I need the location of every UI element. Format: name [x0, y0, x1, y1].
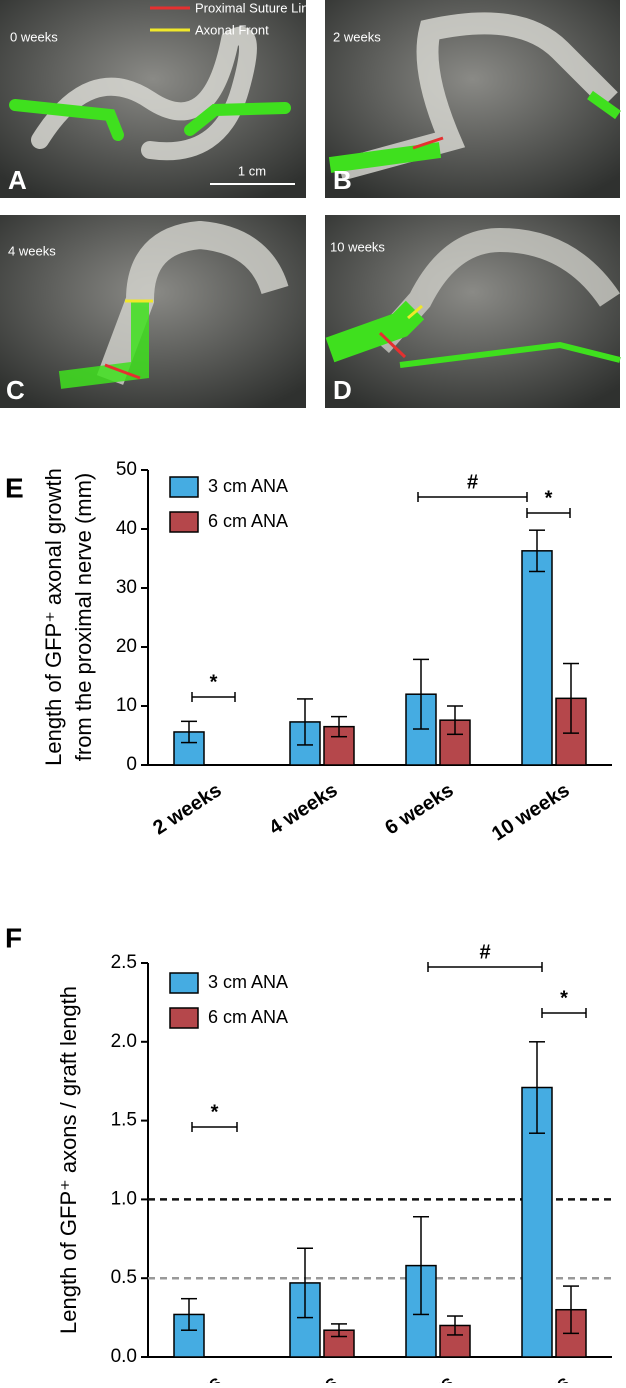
error-bar	[529, 529, 545, 573]
error-bar	[331, 1323, 347, 1338]
error-bar	[181, 1297, 197, 1331]
x-tick-label: 2 weeks	[149, 779, 225, 839]
time-label: 4 weeks	[8, 243, 56, 258]
time-label: 2 weeks	[333, 29, 381, 44]
time-label: 10 weeks	[330, 239, 385, 254]
x-tick-label: 6 weeks	[381, 779, 457, 839]
y-tick-label: 2.0	[111, 1031, 137, 1052]
significance-label: *	[211, 1101, 219, 1123]
panel-label: E	[5, 472, 24, 503]
significance-label: *	[560, 987, 568, 1009]
y-axis-label: Length of GFP⁺ axonal growth	[41, 468, 66, 766]
x-tick-label: 10 weeks	[488, 1371, 574, 1383]
bar	[521, 550, 553, 766]
significance-bracket	[191, 1122, 238, 1132]
significance-bracket	[541, 1008, 587, 1018]
x-tick-label: 4 weeks	[265, 1371, 341, 1383]
legend-swatch	[169, 511, 199, 533]
photo-a: Proximal Suture Line Axonal Front 0 week…	[0, 0, 316, 198]
y-tick-label: 1.5	[111, 1110, 137, 1131]
significance-label: *	[210, 671, 218, 693]
x-tick-label: 10 weeks	[488, 779, 574, 845]
y-tick-label: 0.5	[111, 1267, 137, 1288]
significance-label: *	[545, 487, 553, 509]
legend-swatch	[169, 972, 199, 994]
y-tick-label: 50	[116, 459, 137, 480]
error-bar	[563, 662, 579, 734]
y-tick-label: 30	[116, 577, 137, 598]
y-tick-label: 10	[116, 695, 137, 716]
significance-bracket	[427, 962, 543, 972]
y-tick-label: 40	[116, 518, 137, 539]
error-bar	[413, 658, 429, 730]
y-tick-label: 0.0	[111, 1346, 137, 1367]
significance-bracket	[417, 492, 528, 502]
significance-bracket	[526, 508, 571, 518]
error-bar	[447, 705, 463, 736]
y-tick-label: 20	[116, 636, 137, 657]
significance-label: #	[467, 471, 478, 493]
legend-label: 6 cm ANA	[208, 511, 288, 531]
error-bar	[529, 1041, 545, 1134]
legend-swatch	[169, 1007, 199, 1029]
panel-label: C	[6, 375, 25, 405]
photo-c: 4 weeks C	[0, 215, 306, 408]
y-axis-label: from the proximal nerve (mm)	[71, 473, 96, 762]
y-tick-label: 1.0	[111, 1188, 137, 1209]
legend-text: Axonal Front	[195, 22, 269, 37]
significance-bracket	[191, 692, 236, 702]
x-tick-label: 4 weeks	[265, 779, 341, 839]
legend-text: Proximal Suture Line	[195, 0, 316, 15]
photo-b: 2 weeks B	[325, 0, 621, 198]
legend-label: 3 cm ANA	[208, 972, 288, 992]
error-bar	[297, 1247, 313, 1319]
panel-label: A	[8, 165, 27, 195]
error-bar	[297, 698, 313, 746]
error-bar	[413, 1215, 429, 1316]
legend-label: 6 cm ANA	[208, 1007, 288, 1027]
error-bar	[563, 1285, 579, 1335]
legend-swatch	[169, 476, 199, 498]
error-bar	[331, 715, 347, 738]
y-tick-label: 0	[126, 754, 137, 775]
panel-label: F	[5, 922, 22, 953]
y-axis-label: Length of GFP⁺ axons / graft length	[56, 986, 81, 1334]
scale-label: 1 cm	[238, 163, 266, 178]
legend-label: 3 cm ANA	[208, 476, 288, 496]
error-bar	[447, 1315, 463, 1336]
error-bar	[181, 720, 197, 744]
time-label: 0 weeks	[10, 29, 58, 44]
panel-label: D	[333, 375, 352, 405]
x-tick-label: 6 weeks	[381, 1371, 457, 1383]
significance-label: #	[479, 941, 490, 963]
photo-d: 10 weeks D	[325, 215, 621, 408]
y-tick-label: 2.5	[111, 952, 137, 973]
x-tick-label: 2 weeks	[149, 1371, 225, 1383]
panel-label: B	[333, 165, 352, 195]
